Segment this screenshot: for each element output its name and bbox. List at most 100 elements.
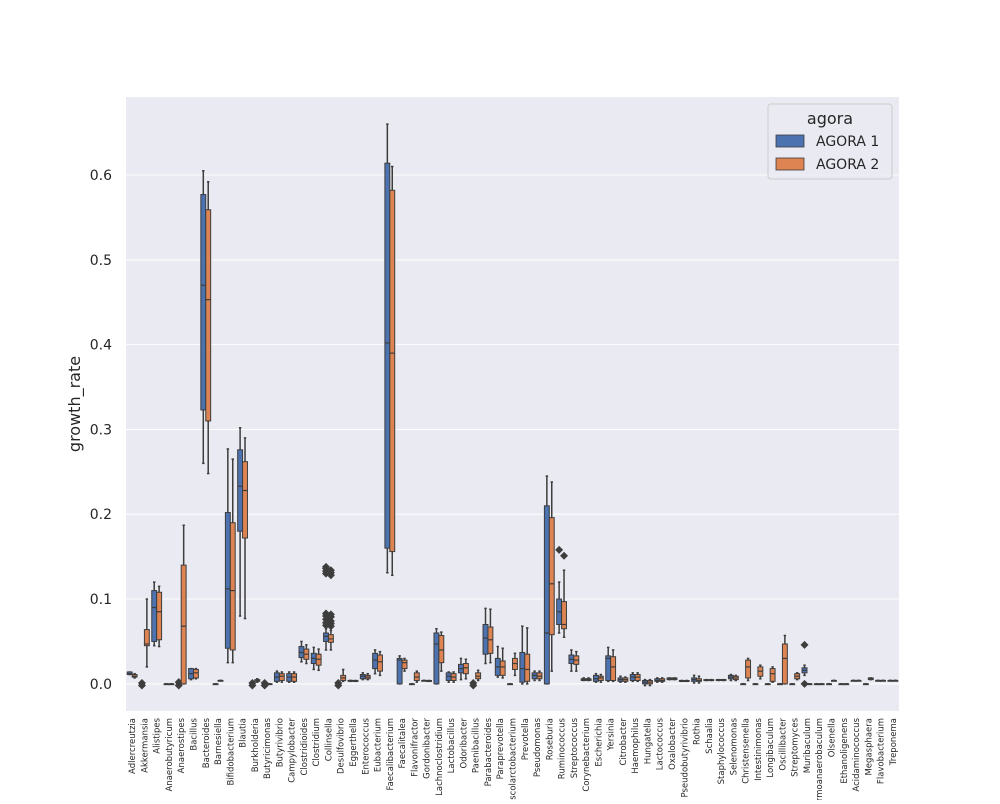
x-tick-label: Akkermansia	[140, 718, 150, 773]
box-agora1	[237, 426, 244, 617]
x-tick-label: Blautia	[239, 718, 249, 748]
box-agora2	[326, 566, 335, 651]
y-tick-label: 0.4	[90, 338, 112, 354]
box-agora2	[597, 673, 604, 683]
x-tick-label: Haemophilus	[631, 717, 641, 773]
x-tick-label: Campylobacter	[288, 717, 298, 782]
box-agora2	[880, 679, 887, 682]
box-agora1	[212, 683, 219, 686]
box-agora1	[580, 677, 587, 682]
y-tick-label: 0.0	[90, 677, 112, 693]
x-tick-label: Clostridium	[312, 718, 322, 767]
box-agora2	[548, 481, 555, 672]
box-agora2	[745, 657, 752, 682]
x-tick-label: Anaerobutyricum	[165, 718, 175, 792]
box-agora1	[396, 655, 403, 685]
x-tick-label: Flavonifractor	[410, 718, 420, 777]
box-agora1	[887, 679, 894, 682]
box-agora2	[438, 631, 445, 672]
box-agora1	[421, 679, 428, 682]
x-tick-label: Treponema	[889, 718, 899, 766]
box-agora1	[875, 679, 882, 682]
y-axis-label: growth_rate	[65, 356, 85, 452]
box-iqr	[524, 653, 531, 682]
outlier-point	[560, 551, 569, 560]
x-tick-label: Paraprevotella	[496, 718, 506, 779]
box-agora2	[291, 671, 298, 683]
box-agora1	[568, 649, 575, 672]
box-agora2	[462, 658, 469, 680]
x-tick-label: Butyricimonas	[263, 717, 273, 779]
box-agora1	[838, 683, 845, 686]
y-tick-label: 0.2	[90, 507, 112, 523]
box-agora2	[610, 649, 617, 683]
x-tick-label: Lactobacillus	[447, 717, 457, 773]
box-iqr	[192, 668, 199, 679]
box-agora1	[163, 683, 170, 686]
box-iqr	[769, 668, 776, 682]
box-iqr	[433, 632, 440, 685]
box-agora1	[740, 683, 747, 686]
outlier-point	[326, 610, 335, 619]
box-iqr	[180, 564, 187, 685]
y-tick-label: 0.6	[90, 168, 112, 184]
x-tick-label: Alistipes	[153, 717, 163, 753]
x-tick-label: Adlercreutzia	[128, 718, 138, 774]
box-iqr	[237, 449, 244, 532]
legend-label: AGORA 2	[816, 157, 879, 173]
box-agora1	[469, 679, 478, 690]
x-tick-label: Oscillibacter	[778, 717, 788, 770]
outlier-point	[800, 640, 809, 649]
x-tick-label: Staphylococcus	[717, 717, 727, 784]
box-agora2	[450, 671, 457, 683]
box-agora2	[720, 678, 727, 682]
outlier-point	[334, 679, 343, 688]
box-agora1	[678, 679, 685, 683]
x-tick-label: Bacillus	[189, 717, 199, 750]
x-tick-label: Gordonibacter	[423, 717, 433, 778]
box-agora2	[696, 675, 702, 684]
box-agora1	[727, 673, 734, 682]
box-agora1	[507, 683, 514, 686]
box-agora1	[408, 683, 415, 686]
legend-label: AGORA 1	[816, 134, 879, 150]
box-agora2	[708, 678, 715, 682]
x-tick-label: Roseburia	[545, 718, 555, 760]
x-tick-label: Collinsella	[324, 718, 334, 761]
x-tick-label: Eubacterium	[374, 718, 384, 772]
box-agora2	[622, 676, 629, 683]
box-agora1	[555, 545, 564, 634]
box-agora2	[413, 670, 420, 683]
box-agora2	[843, 683, 850, 686]
box-agora2	[512, 652, 518, 677]
x-tick-label: Clostridioides	[300, 717, 310, 775]
x-tick-label: Ruminococcus	[558, 717, 568, 779]
x-tick-label: Faecalitalea	[398, 718, 408, 769]
x-tick-label: Christensenella	[742, 718, 752, 784]
outlier-point	[469, 679, 478, 688]
box-agora1	[531, 670, 538, 682]
box-agora2	[254, 678, 261, 683]
box-agora2	[683, 679, 690, 683]
x-tick-label: Bacteroides	[202, 717, 212, 768]
box-agora2	[315, 648, 322, 672]
box-iqr	[519, 651, 526, 683]
x-tick-label: Corynebacterium	[582, 718, 592, 792]
y-tick-label: 0.5	[90, 253, 112, 269]
box-agora1	[666, 677, 673, 681]
x-tick-label: Parabacteroides	[484, 717, 494, 786]
box-agora2	[769, 666, 776, 683]
box-agora2	[242, 437, 248, 620]
x-tick-label: Acidaminococcus	[852, 717, 862, 791]
box-agora1	[592, 672, 599, 683]
box-agora2	[266, 683, 273, 686]
box-iqr	[323, 632, 329, 642]
box-agora2	[794, 672, 801, 681]
x-tick-label: Thermoanaerobaculum	[815, 718, 825, 800]
box-agora1	[543, 475, 550, 685]
box-agora1	[789, 683, 796, 686]
box-iqr	[224, 512, 231, 649]
box-agora1	[151, 581, 158, 647]
box-agora2	[732, 674, 739, 682]
x-tick-label: Lachnoclostridium	[435, 718, 445, 796]
